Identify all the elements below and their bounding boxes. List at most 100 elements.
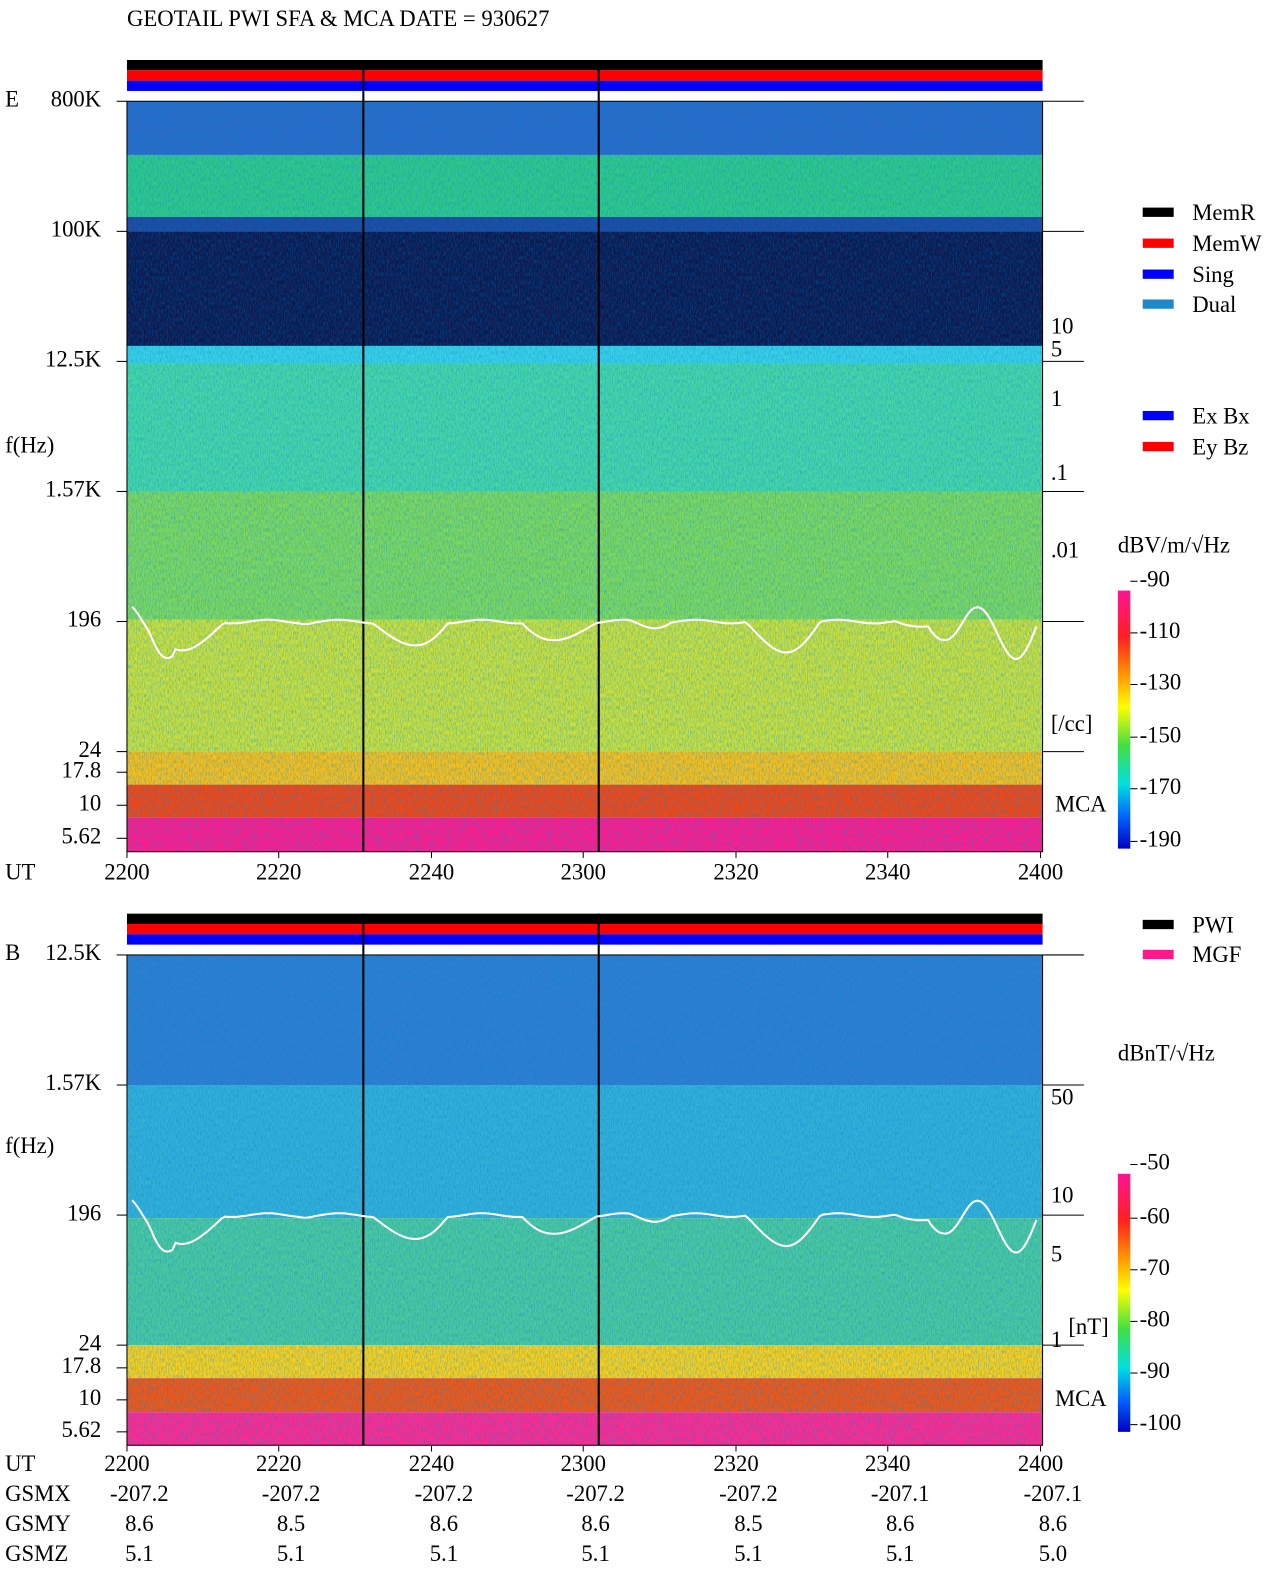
density-tick-label: 1 — [1051, 386, 1062, 411]
y-tick-label: 24 — [78, 737, 101, 762]
title: GEOTAIL PWI SFA & MCA DATE = 930627 — [127, 6, 550, 31]
x-tick-label: 2320 — [713, 860, 758, 885]
legend-swatch — [1142, 410, 1174, 421]
y-tick-label: 10 — [78, 1385, 101, 1410]
orbit-value: -207.2 — [262, 1481, 321, 1506]
x-axis-label: UT — [5, 1451, 35, 1476]
y-tick-label: 800K — [51, 86, 102, 111]
legend-swatch — [1142, 207, 1174, 217]
status-bar — [126, 59, 1043, 71]
colorbar-tick-label: -90 — [1140, 566, 1170, 591]
x-tick-label: 2220 — [256, 860, 301, 885]
x-tick-label: 2400 — [1018, 860, 1063, 885]
x-axis-label: UT — [5, 860, 35, 885]
legend-swatch — [1142, 238, 1174, 248]
y-tick-label: 196 — [67, 1200, 101, 1225]
y-tick-label: 17.8 — [61, 1353, 101, 1378]
x-tick-label: 2240 — [409, 1451, 454, 1476]
orbit-value: 5.1 — [430, 1541, 458, 1566]
status-bar — [126, 80, 1043, 91]
orbit-value: 8.6 — [581, 1511, 609, 1536]
orbit-value: 5.1 — [125, 1541, 153, 1566]
y-tick-label: 12.5K — [45, 940, 102, 965]
x-tick-label: 2300 — [561, 860, 606, 885]
colorbar-unit: dBnT/√Hz — [1118, 1040, 1215, 1065]
orbit-value: 8.6 — [125, 1511, 153, 1536]
colorbar-tick-label: -60 — [1140, 1203, 1170, 1228]
y-tick-label: 5.62 — [61, 1417, 101, 1442]
status-bar — [126, 70, 1043, 81]
density-tick-label: 10 — [1051, 314, 1074, 339]
density-trace — [131, 1199, 1038, 1254]
legend-label: MGF — [1192, 942, 1241, 967]
orbit-value: 5.1 — [734, 1541, 762, 1566]
y-tick-label: 196 — [67, 607, 101, 632]
y-tick-label: 1.57K — [45, 477, 102, 502]
colorbar-tick-label: -150 — [1140, 722, 1182, 747]
colorbar-tick-label: -190 — [1140, 827, 1182, 852]
legend-swatch — [1142, 269, 1174, 279]
orbit-value: 8.6 — [886, 1511, 914, 1536]
orbit-value: 8.6 — [1039, 1511, 1067, 1536]
plot-frame — [126, 100, 1044, 853]
legend-label: Sing — [1192, 262, 1234, 287]
x-tick-label: 2220 — [256, 1451, 301, 1476]
x-tick-label: 2200 — [104, 1451, 149, 1476]
orbit-value: -207.2 — [415, 1481, 474, 1506]
status-bar — [126, 934, 1043, 945]
legend-label: MemW — [1192, 231, 1262, 256]
spectrogram-texture — [126, 101, 1043, 852]
x-tick-label: 2400 — [1018, 1451, 1063, 1476]
panel-label: B — [5, 940, 20, 965]
colorbar-tick-label: -110 — [1140, 618, 1181, 643]
orbit-label: GSMX — [5, 1481, 71, 1506]
colorbar-tick-label: -170 — [1140, 774, 1182, 799]
colorbar — [1117, 1173, 1131, 1432]
density-tick-label: 5 — [1051, 1242, 1062, 1267]
density-unit: [/cc] — [1051, 711, 1093, 736]
y-axis-label: f(Hz) — [5, 1133, 54, 1158]
legend-swatch — [1142, 441, 1174, 452]
status-bar — [126, 913, 1043, 924]
mca-label: MCA — [1055, 792, 1107, 817]
plot-frame — [126, 954, 1044, 1446]
colorbar-tick-label: -80 — [1140, 1307, 1170, 1332]
legend-label: Ex Bx — [1192, 403, 1250, 428]
y-tick-label: 17.8 — [61, 757, 101, 782]
density-tick-label: 1 — [1051, 1327, 1062, 1352]
colorbar-unit: dBV/m/√Hz — [1118, 532, 1230, 557]
density-tick-label: .1 — [1051, 460, 1068, 485]
y-tick-label: 5.62 — [61, 824, 101, 849]
y-tick-label: 1.57K — [45, 1070, 102, 1095]
colorbar-tick-label: -100 — [1140, 1410, 1182, 1435]
colorbar-tick-label: -50 — [1140, 1150, 1170, 1175]
legend-label: Ey Bz — [1192, 434, 1248, 459]
orbit-value: 8.6 — [430, 1511, 458, 1536]
x-tick-label: 2240 — [409, 860, 454, 885]
legend-label: Dual — [1192, 292, 1236, 317]
orbit-label: GSMY — [5, 1511, 71, 1536]
x-tick-label: 2200 — [104, 860, 149, 885]
legend-swatch — [1142, 949, 1174, 960]
density-tick-label: 10 — [1051, 1183, 1074, 1208]
legend-swatch — [1142, 299, 1174, 309]
status-bar — [126, 923, 1043, 935]
x-tick-label: 2340 — [865, 860, 910, 885]
density-tick-label: 50 — [1051, 1085, 1074, 1110]
orbit-value: -207.1 — [1024, 1481, 1083, 1506]
colorbar-tick-label: -70 — [1140, 1255, 1170, 1280]
orbit-value: 5.0 — [1039, 1541, 1067, 1566]
y-tick-label: 24 — [78, 1330, 101, 1355]
mca-label: MCA — [1055, 1386, 1107, 1411]
orbit-label: GSMZ — [5, 1541, 68, 1566]
orbit-value: -207.2 — [110, 1481, 169, 1506]
legend-swatch — [1142, 919, 1174, 930]
orbit-value: 8.5 — [734, 1511, 762, 1536]
orbit-value: -207.2 — [566, 1481, 625, 1506]
orbit-value: 5.1 — [277, 1541, 305, 1566]
orbit-value: 5.1 — [886, 1541, 914, 1566]
orbit-value: 8.5 — [277, 1511, 305, 1536]
x-tick-label: 2340 — [865, 1451, 910, 1476]
